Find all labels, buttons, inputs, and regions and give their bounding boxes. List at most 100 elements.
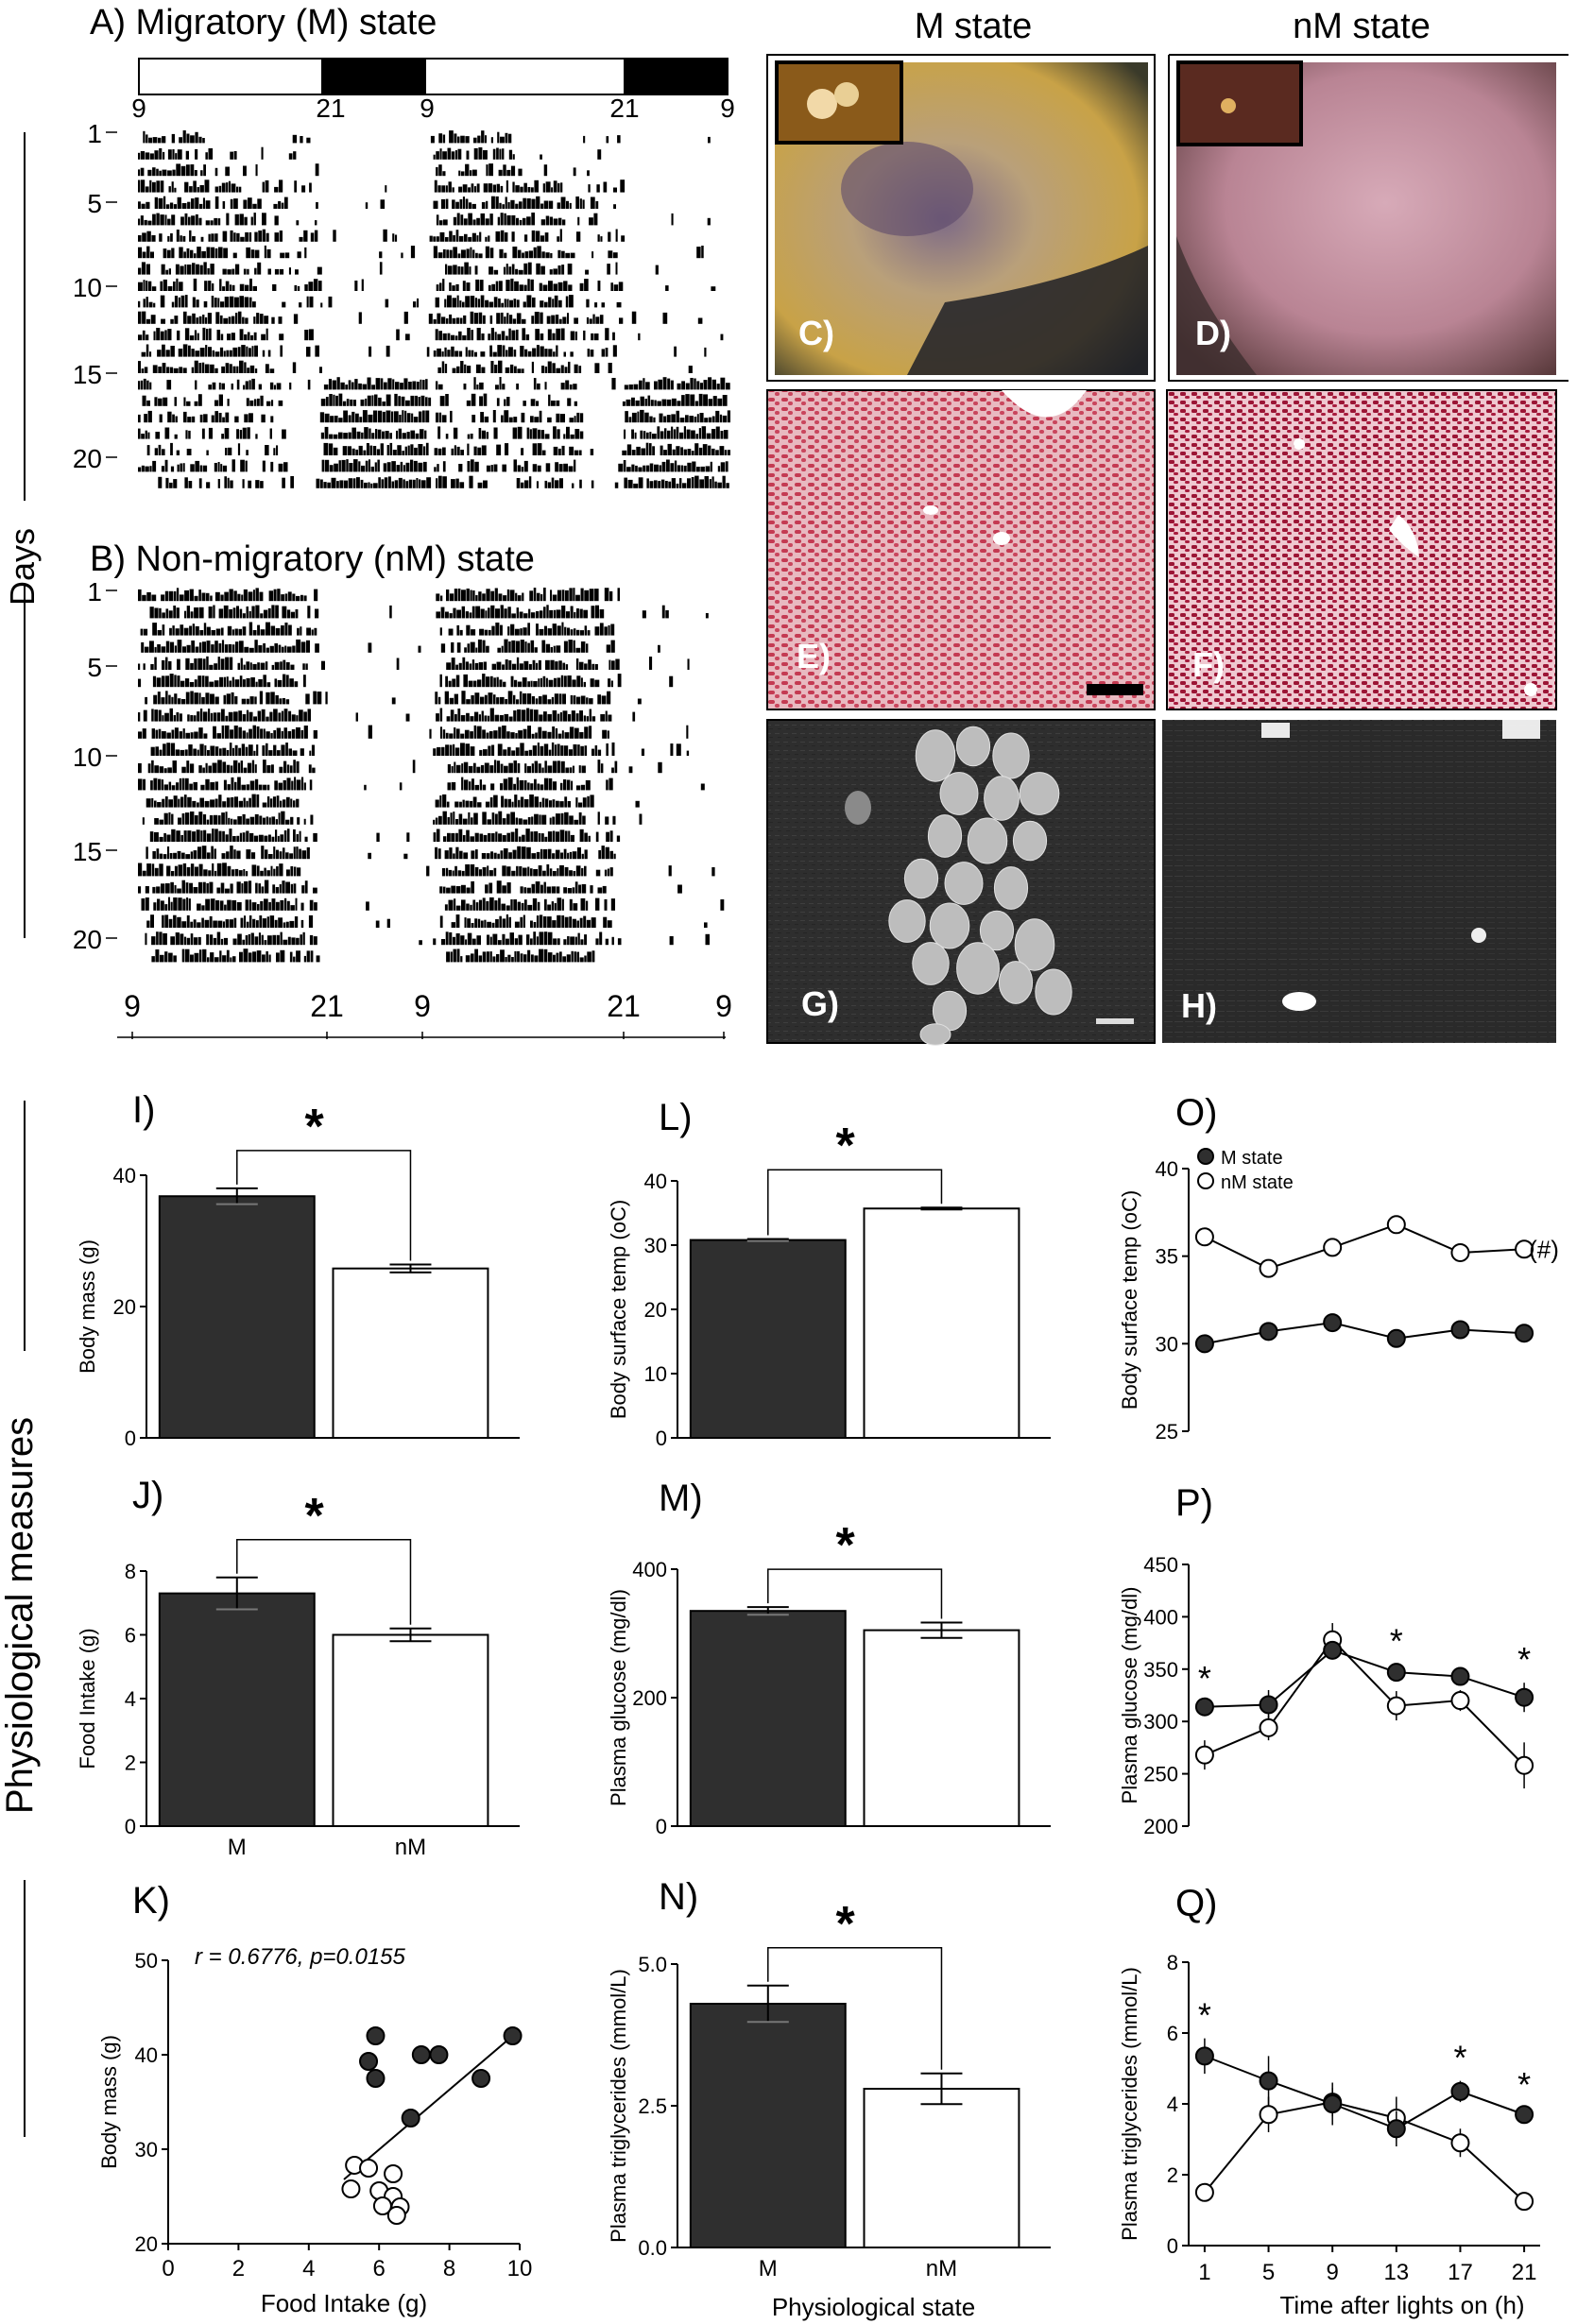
- activity-bar: [296, 726, 300, 739]
- activity-bar: [539, 801, 542, 808]
- activity-bar: [511, 640, 516, 653]
- activity-bar: [527, 350, 532, 357]
- activity-bar: [523, 867, 527, 877]
- activity-bar: [186, 133, 190, 144]
- activity-bar: [460, 884, 466, 894]
- activity-bar: [312, 767, 316, 774]
- activity-bar: [197, 247, 201, 259]
- activity-bar: [549, 868, 553, 877]
- activity-bar: [162, 363, 166, 373]
- activity-bar: [597, 760, 601, 774]
- activity-bar: [544, 232, 549, 242]
- activity-bar: [184, 590, 189, 602]
- activity-bar: [470, 716, 474, 722]
- activity-bar: [620, 179, 626, 193]
- activity-bar: [285, 662, 290, 670]
- activity-bar: [268, 854, 273, 860]
- activity-bar: [544, 434, 550, 439]
- activity-bar: [308, 914, 314, 928]
- activity-bar: [471, 393, 476, 406]
- activity-bar: [436, 593, 440, 602]
- activity-bar: [487, 819, 491, 825]
- activity-bar: [252, 285, 257, 291]
- activity-bar: [446, 867, 449, 877]
- activity-bar: [161, 697, 165, 705]
- x-tick-label: 5: [1262, 2260, 1275, 2285]
- activity-bar: [179, 137, 182, 144]
- activity-bar: [209, 328, 212, 341]
- activity-bar: [424, 430, 427, 439]
- photo-e-histology-m: [766, 389, 1156, 710]
- activity-bar: [252, 725, 256, 739]
- activity-bar: [254, 778, 259, 791]
- activity-bar: [517, 901, 521, 911]
- activity-bar: [248, 480, 252, 488]
- activity-bar: [174, 316, 179, 324]
- activity-bar: [304, 284, 308, 291]
- activity-bar: [202, 814, 207, 825]
- activity-bar: [471, 880, 474, 894]
- activity-bar: [569, 870, 573, 877]
- activity-bar: [460, 361, 464, 373]
- activity-bar: [526, 427, 530, 439]
- activity-bar: [225, 166, 230, 177]
- activity-bar: [189, 682, 195, 688]
- activity-bar: [514, 938, 518, 946]
- activity-bar: [476, 183, 480, 193]
- activity-bar: [242, 316, 245, 324]
- activity-bar: [225, 363, 230, 373]
- activity-bar: [447, 147, 452, 160]
- activity-bar: [581, 853, 584, 860]
- activity-bar: [471, 953, 474, 963]
- activity-bar: [441, 316, 446, 324]
- activity-bar: [569, 588, 573, 602]
- activity-bar: [605, 938, 609, 946]
- activity-bar: [531, 883, 536, 894]
- activity-bar: [575, 594, 580, 602]
- activity-bar: [150, 914, 154, 928]
- activity-bar: [485, 135, 487, 144]
- activity-bar: [347, 446, 351, 455]
- activity-bar: [169, 708, 173, 722]
- activity-bar: [283, 799, 286, 808]
- activity-bar: [264, 316, 269, 324]
- activity-bar: [225, 657, 229, 670]
- x-tick-label: 21: [1512, 2260, 1537, 2285]
- activity-bar: [282, 429, 286, 439]
- activity-bar: [513, 417, 518, 423]
- activity-bar: [371, 395, 374, 406]
- activity-bar: [445, 318, 449, 324]
- activity-bar: [607, 691, 611, 705]
- activity-bar: [209, 664, 214, 670]
- activity-bar: [622, 450, 627, 455]
- activity-bar: [527, 904, 533, 911]
- activity-bar: [599, 623, 604, 636]
- activity-bar: [496, 760, 501, 774]
- activity-bar: [558, 318, 562, 324]
- activity-bar: [246, 398, 249, 406]
- activity-bar: [569, 446, 574, 455]
- x-tick-label: 17: [1448, 2260, 1473, 2285]
- activity-bar: [543, 164, 548, 177]
- activity-bar: [242, 939, 246, 946]
- activity-bar: [521, 846, 526, 860]
- activity-bar: [490, 605, 495, 619]
- activity-bar: [520, 346, 524, 357]
- activity-bar: [543, 948, 548, 963]
- activity-bar: [685, 415, 689, 423]
- activity-bar: [489, 301, 494, 308]
- activity-bar: [234, 264, 240, 275]
- bar-nm: [332, 1633, 489, 1827]
- activity-bar: [464, 917, 467, 928]
- activity-bar: [173, 590, 177, 602]
- activity-bar: [237, 662, 240, 670]
- activity-bar: [500, 136, 505, 144]
- activity-bar: [442, 151, 447, 160]
- activity-bar: [485, 246, 489, 259]
- point-m-state: [1515, 1324, 1534, 1343]
- activity-bar: [144, 628, 148, 636]
- point-m-state: [1259, 2071, 1278, 2091]
- y-axis-label: Plasma triglycerides (mmol/L): [1118, 1967, 1141, 2241]
- activity-bar: [274, 643, 278, 653]
- activity-bar: [300, 641, 306, 653]
